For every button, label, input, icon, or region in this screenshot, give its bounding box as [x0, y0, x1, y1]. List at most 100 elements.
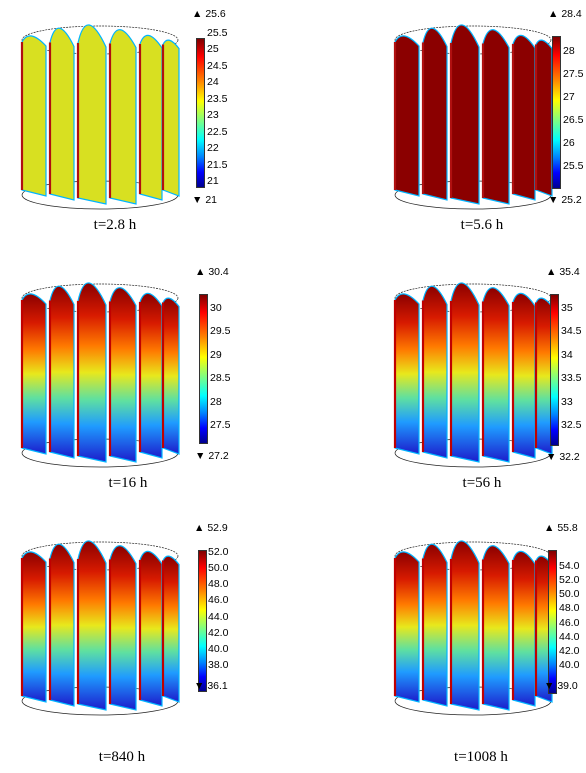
colorbar-tick-label: 54.0	[559, 560, 580, 572]
colorbar-tick-label: 29	[210, 348, 222, 361]
colorbar-tick-label: 50.0	[559, 588, 580, 601]
colorbar-tick-label: 46.0	[559, 616, 580, 629]
max-label-6: ▲ 55.8	[544, 522, 578, 534]
fin	[535, 39, 553, 197]
colorbar-2	[552, 36, 561, 189]
colorbar-tick-label: 28	[563, 45, 575, 57]
fin	[109, 287, 137, 463]
min-label-3: ▼ 27.2	[195, 450, 229, 462]
fin	[422, 27, 448, 201]
fin	[21, 551, 47, 703]
colorbar-tick-label: 27.5	[563, 68, 584, 80]
fin	[394, 293, 420, 455]
fin-plot-3	[20, 282, 180, 468]
panel-6: ▲ 55.8 ▼ 39.0 t=1008 h 54.0 52.0 50.0 48.0 4…	[293, 516, 586, 773]
fin	[394, 35, 420, 197]
colorbar-tick-label: 33.5	[561, 372, 582, 385]
colorbar-1	[196, 38, 205, 188]
colorbar-tick-label: 48.0	[208, 578, 229, 591]
fin	[450, 24, 480, 205]
max-label-4: ▲ 35.4	[546, 266, 580, 278]
fin	[422, 543, 448, 707]
fin	[450, 282, 480, 463]
panel-3: ▲ 30.4 ▼ 27.2 t=16 h 30 29.5 29 28.5 28 27.5	[0, 258, 293, 515]
colorbar-tick-label: 29.5	[210, 325, 231, 338]
panel-5: ▲ 52.9 ▼ 36.1 t=840 h 52.0 50.0 48.0 46.0 44…	[0, 516, 293, 773]
fin	[139, 34, 163, 201]
colorbar-tick-label: 52.0	[208, 546, 229, 558]
colorbar-tick-label: 23.5	[207, 92, 228, 105]
fin-plot-6	[393, 540, 553, 716]
colorbar-tick-label: 24.5	[207, 59, 228, 72]
fin	[139, 550, 163, 707]
caption-3: t=16 h	[108, 475, 148, 491]
fin	[162, 39, 180, 197]
fin	[77, 540, 107, 711]
colorbar-tick-label: 22	[207, 142, 219, 155]
fin	[482, 545, 510, 711]
fin	[394, 551, 420, 703]
colorbar-5	[198, 550, 207, 692]
colorbar-tick-label: 38.0	[208, 659, 229, 671]
fin	[422, 285, 448, 459]
fin	[482, 29, 510, 205]
max-label-1: ▲ 25.6	[192, 8, 226, 20]
fin	[162, 297, 180, 455]
colorbar-tick-label: 44.0	[559, 630, 580, 643]
panel-1: ▲ 25.6 ▼ 21 t=2.8 h 25.5 25 24.5 24 23.5 23 22…	[0, 0, 293, 257]
fin	[450, 540, 480, 711]
min-label-6: ▼ 39.0	[544, 680, 578, 692]
colorbar-tick-label: 30	[210, 302, 222, 314]
colorbar-tick-label: 28	[210, 395, 222, 408]
panel-4: ▲ 35.4 ▼ 32.2 t=56 h 35 34.5 34 33.5 33 32.5	[293, 258, 586, 515]
min-label-2: ▼ 25.2	[548, 194, 582, 206]
fin-plot-4	[393, 282, 553, 468]
max-label-3: ▲ 30.4	[195, 266, 229, 278]
colorbar-tick-label: 34.5	[561, 325, 582, 338]
caption-4: t=56 h	[462, 475, 502, 491]
fin	[512, 292, 536, 459]
colorbar-tick-label: 25.5	[207, 27, 228, 39]
fin	[512, 550, 536, 707]
min-label-4: ▼ 32.2	[546, 451, 580, 463]
colorbar-tick-label: 27	[563, 91, 575, 103]
colorbar-tick-label: 52.0	[559, 574, 580, 587]
fin	[49, 543, 75, 707]
colorbar-tick-label: 24	[207, 76, 219, 89]
colorbar-tick-label: 50.0	[208, 562, 229, 575]
colorbar-tick-label: 21.5	[207, 158, 228, 171]
colorbar-tick-label: 34	[561, 348, 573, 361]
fin	[109, 545, 137, 711]
min-label-5: ▼ 36.1	[194, 680, 228, 692]
fin	[139, 292, 163, 459]
colorbar-tick-label: 21	[207, 175, 219, 187]
fin	[482, 287, 510, 463]
fin-plot-2	[393, 24, 553, 210]
colorbar-tick-label: 25.5	[563, 160, 584, 172]
colorbar-tick-label: 42.0	[559, 644, 580, 657]
colorbar-tick-label: 27.5	[210, 419, 231, 431]
fin	[109, 29, 137, 205]
fin	[21, 35, 47, 197]
caption-1: t=2.8 h	[93, 217, 137, 233]
colorbar-tick-label: 35	[561, 302, 573, 314]
max-label-2: ▲ 28.4	[548, 8, 582, 20]
fin	[49, 27, 75, 201]
colorbar-tick-label: 26	[563, 137, 575, 149]
fin	[21, 293, 47, 455]
panel-2: ▲ 28.4 ▼ 25.2 t=5.6 h 28 27.5 27 26.5 26 25.5	[293, 0, 586, 257]
colorbar-tick-label: 44.0	[208, 610, 229, 623]
colorbar-tick-label: 22.5	[207, 125, 228, 138]
fin	[77, 282, 107, 463]
fin-plot-5	[20, 540, 180, 716]
colorbar-tick-label: 40.0	[208, 642, 229, 655]
fin	[49, 285, 75, 459]
min-label-1: ▼ 21	[192, 194, 217, 206]
colorbar-6	[548, 550, 557, 694]
fin	[162, 555, 180, 703]
colorbar-4	[550, 294, 559, 446]
caption-5: t=840 h	[98, 749, 146, 765]
colorbar-3	[199, 294, 208, 444]
colorbar-tick-label: 46.0	[208, 594, 229, 607]
fin	[77, 24, 107, 205]
